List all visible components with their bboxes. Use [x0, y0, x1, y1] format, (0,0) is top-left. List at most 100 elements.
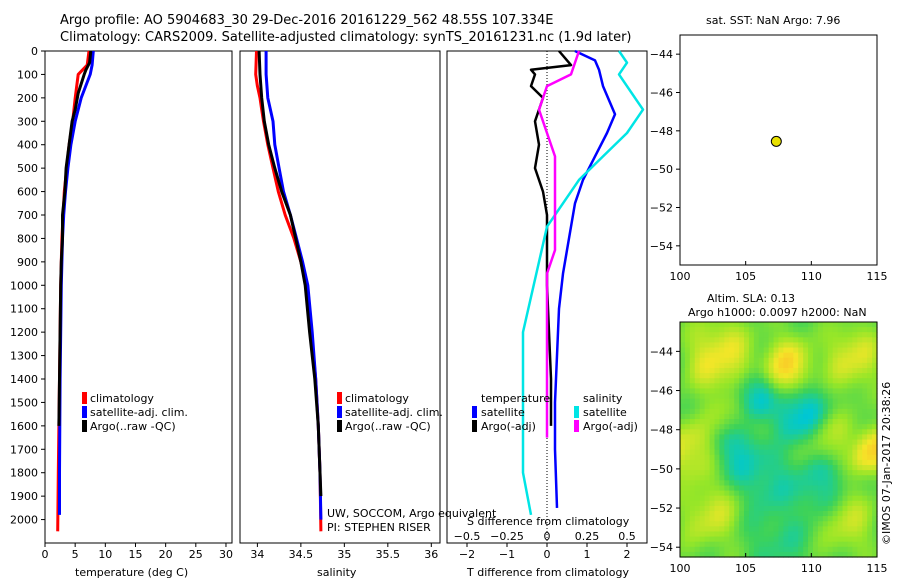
- heatmap-cell: [768, 490, 775, 497]
- heatmap-cell: [734, 551, 740, 558]
- heatmap-cell: [709, 322, 716, 328]
- heatmap-cell: [778, 413, 785, 420]
- heatmap-cell: [822, 327, 829, 333]
- heatmap-cell: [709, 500, 716, 507]
- heatmap-cell: [729, 516, 735, 522]
- location-title: sat. SST: NaN Argo: 7.96: [706, 14, 840, 27]
- heatmap-cell: [837, 475, 844, 481]
- heatmap-cell: [827, 403, 834, 410]
- heatmap-cell: [837, 505, 844, 512]
- heatmap-cell: [753, 378, 760, 384]
- heatmap-cell: [872, 449, 878, 456]
- heatmap-cell: [812, 526, 819, 533]
- heatmap-cell: [689, 490, 696, 497]
- depth-tick-label: 400: [17, 139, 38, 152]
- heatmap-cell: [852, 485, 858, 492]
- heatmap-cell: [822, 362, 829, 369]
- heatmap-cell: [694, 388, 701, 395]
- temperature-xlabel: temperature (deg C): [75, 566, 188, 579]
- heatmap-cell: [748, 516, 755, 522]
- heatmap-cell: [684, 439, 691, 446]
- heatmap-cell: [734, 444, 740, 451]
- heatmap-cell: [689, 505, 696, 512]
- heatmap-cell: [842, 546, 849, 553]
- heatmap-cell: [734, 413, 740, 420]
- heatmap-cell: [763, 480, 770, 487]
- heatmap-cell: [753, 459, 760, 466]
- heatmap-cell: [817, 511, 824, 517]
- heatmap-cell: [719, 403, 725, 410]
- heatmap-cell: [748, 541, 755, 548]
- heatmap-cell: [724, 449, 730, 456]
- heatmap-cell: [778, 475, 785, 481]
- heatmap-cell: [734, 408, 740, 415]
- heatmap-cell: [704, 500, 711, 507]
- heatmap-cell: [719, 413, 725, 420]
- heatmap-cell: [827, 342, 834, 349]
- heatmap-cell: [753, 398, 760, 405]
- heatmap-cell: [684, 551, 691, 558]
- heatmap-cell: [684, 383, 691, 390]
- heatmap-cell: [817, 337, 824, 344]
- heatmap-cell: [724, 505, 730, 512]
- heatmap-cell: [803, 485, 809, 492]
- heatmap-cell: [753, 465, 760, 471]
- heatmap-cell: [694, 551, 701, 558]
- heatmap-cell: [689, 413, 696, 420]
- heatmap-cell: [808, 465, 814, 471]
- heatmap-cell: [812, 388, 819, 395]
- heatmap-cell: [758, 398, 765, 405]
- heatmap-cell: [852, 413, 858, 420]
- heatmap-cell: [857, 449, 863, 456]
- heatmap-cell: [832, 459, 839, 466]
- heatmap-cell: [862, 434, 868, 441]
- s-difference-tick-label: 0.5: [618, 530, 636, 543]
- heatmap-cell: [709, 413, 716, 420]
- heatmap-cell: [793, 444, 799, 451]
- heatmap-cell: [842, 408, 849, 415]
- heatmap-cell: [704, 516, 711, 522]
- heatmap-cell: [748, 327, 755, 333]
- heatmap-cell: [778, 398, 785, 405]
- heatmap-cell: [748, 352, 755, 359]
- heatmap-cell: [699, 342, 706, 349]
- heatmap-cell: [689, 357, 696, 364]
- heatmap-cell: [684, 429, 691, 435]
- heatmap-cell: [734, 347, 740, 354]
- heatmap-cell: [734, 378, 740, 384]
- header-line-2: Climatology: CARS2009. Satellite-adjuste…: [60, 30, 632, 45]
- depth-tick-label: 1800: [10, 467, 38, 480]
- legend-swatch-t-satellite: [472, 406, 477, 418]
- heatmap-cell: [724, 439, 730, 446]
- heatmap-cell: [803, 424, 809, 430]
- heatmap-cell: [788, 531, 794, 538]
- heatmap-cell: [684, 393, 691, 400]
- heatmap-cell: [739, 521, 745, 527]
- heatmap-cell: [773, 485, 780, 492]
- heatmap-cell: [768, 500, 775, 507]
- heatmap-cell: [852, 332, 858, 338]
- heatmap-cell: [689, 536, 696, 543]
- heatmap-cell: [842, 495, 849, 502]
- depth-tick-label: 600: [17, 186, 38, 199]
- heatmap-cell: [837, 408, 844, 415]
- heatmap-cell: [827, 337, 834, 344]
- heatmap-cell: [788, 367, 794, 374]
- heatmap-cell: [684, 511, 691, 517]
- heatmap-cell: [783, 449, 789, 456]
- heatmap-cell: [719, 367, 725, 374]
- heatmap-cell: [847, 526, 853, 533]
- heatmap-cell: [680, 408, 686, 415]
- heatmap-cell: [847, 505, 853, 512]
- heatmap-cell: [793, 327, 799, 333]
- heatmap-cell: [817, 449, 824, 456]
- heatmap-cell: [798, 495, 804, 502]
- heatmap-cell: [867, 495, 873, 502]
- heatmap-cell: [832, 413, 839, 420]
- heatmap-cell: [684, 342, 691, 349]
- salinity-legend: climatology satellite-adj. clim. Argo(..…: [337, 392, 443, 433]
- heatmap-cell: [744, 505, 750, 512]
- heatmap-cell: [719, 541, 725, 548]
- heatmap-cell: [872, 342, 878, 349]
- heatmap-cell: [773, 526, 780, 533]
